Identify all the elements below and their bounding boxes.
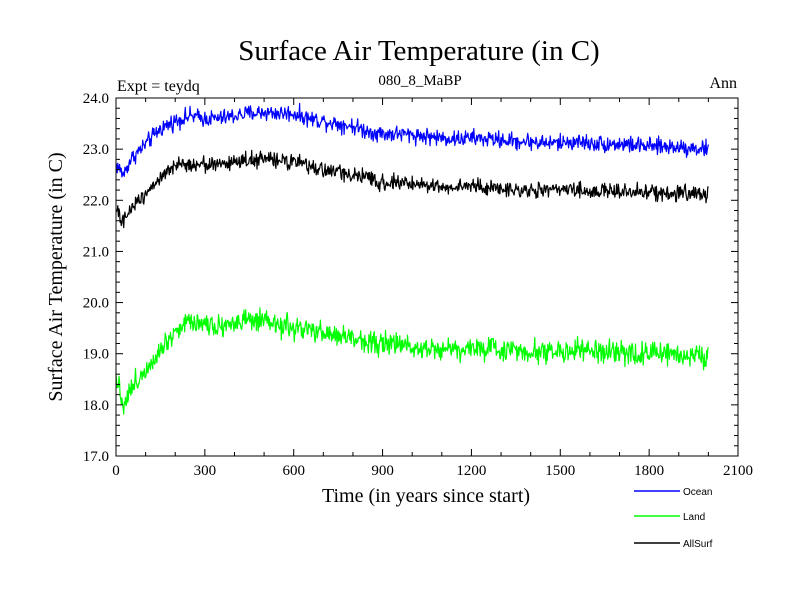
- x-axis: 0 300 600 900 1200 1500 1800 2100: [112, 98, 753, 479]
- chart-title: Surface Air Temperature (in C): [238, 35, 599, 67]
- legend-label-allsurf: AllSurf: [683, 539, 713, 550]
- x-tick-label: 0: [112, 463, 120, 479]
- series-line-ocean: [115, 102, 709, 178]
- x-tick-label: 2100: [723, 463, 753, 479]
- y-tick-label: 21.0: [83, 244, 109, 260]
- y-tick-label: 20.0: [83, 296, 109, 312]
- x-tick-label: 300: [194, 463, 217, 479]
- x-tick-label: 600: [282, 463, 305, 479]
- series-layer: [115, 102, 709, 415]
- plot-frame: [115, 97, 739, 457]
- y-axis-label: Surface Air Temperature (in C): [45, 152, 67, 401]
- chart-subtitle: 080_8_MaBP: [378, 73, 461, 89]
- series-line-allsurf: [115, 149, 709, 229]
- legend-label-ocean: Ocean: [683, 487, 712, 498]
- x-tick-label: 900: [371, 463, 394, 479]
- y-axis: 17.0 18.0 19.0 20.0 21.0 22.0 23.0 24.0: [83, 91, 738, 465]
- x-axis-label: Time (in years since start): [322, 485, 530, 507]
- series-line-land: [115, 307, 709, 415]
- x-tick-label: 1200: [456, 463, 486, 479]
- y-tick-label: 22.0: [83, 193, 109, 209]
- legend-label-land: Land: [683, 512, 705, 523]
- x-tick-label: 1500: [545, 463, 575, 479]
- y-tick-label: 17.0: [83, 449, 109, 465]
- experiment-label: Expt = teydq: [117, 78, 200, 95]
- y-tick-label: 24.0: [83, 91, 109, 107]
- y-tick-label: 23.0: [83, 142, 109, 158]
- y-tick-label: 19.0: [83, 347, 109, 363]
- x-tick-label: 1800: [634, 463, 664, 479]
- legend: Ocean Land AllSurf: [634, 487, 713, 550]
- period-label: Ann: [709, 75, 737, 92]
- y-tick-label: 18.0: [83, 398, 109, 414]
